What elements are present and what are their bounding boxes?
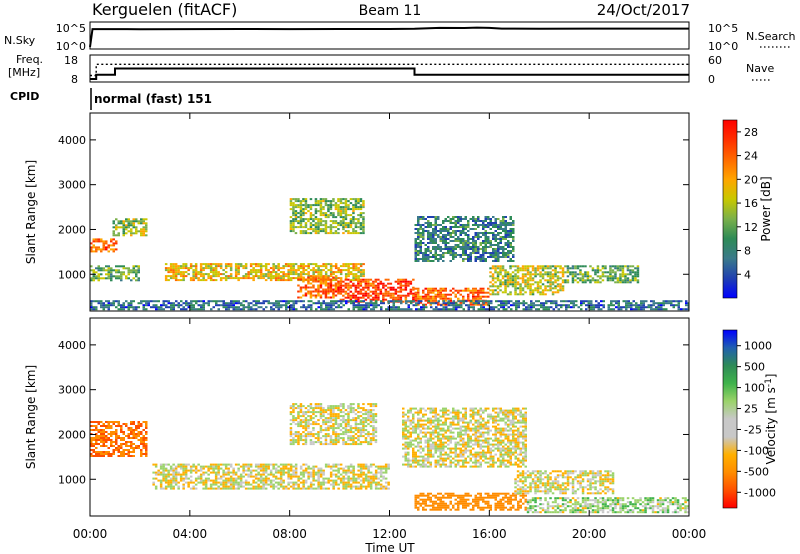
echo-region-b (112, 218, 148, 237)
freq-panel-frame (89, 54, 690, 83)
noise-left-tick-bottom: 10^0 (56, 40, 86, 53)
cpid-mode: normal (fast) 151 (94, 92, 212, 106)
power-colorbar-tick-label: 16 (744, 197, 758, 210)
y-tick-label: 1000 (58, 473, 86, 486)
velocity-colorbar-tick-label: 100 (744, 382, 765, 395)
y-tick-label: 3000 (58, 384, 86, 397)
echo-region-b (152, 463, 390, 490)
velocity-colorbar-tick-label: -25 (744, 423, 762, 436)
power-colorbar (722, 119, 738, 299)
x-tick-label: 00:00 (73, 527, 108, 541)
velocity-colorbar-tick-label: -100 (744, 444, 769, 457)
velocity-y-label: Slant Range [km] (24, 365, 38, 469)
x-tick-label: 00:00 (672, 527, 707, 541)
x-tick-label: 12:00 (372, 527, 407, 541)
echo-region-i (564, 265, 640, 284)
power-colorbar-tick-label: 20 (744, 173, 758, 186)
velocity-colorbar-label: Velocity [m s-1] (764, 374, 778, 465)
x-tick-label: 08:00 (272, 527, 307, 541)
freq-right-tick-top: 60 (708, 54, 722, 67)
x-tick-label: 20:00 (572, 527, 607, 541)
velocity-colorbar (722, 329, 738, 509)
echo-region-f (339, 278, 415, 303)
y-tick-label: 4000 (58, 134, 86, 147)
velocity-colorbar-tick-label: -1000 (744, 486, 776, 499)
echo-region-d (164, 263, 365, 282)
freq-left-tick-bottom: 8 (71, 73, 78, 86)
power-colorbar-label: Power [dB] (759, 176, 773, 241)
echo-region-c (289, 403, 378, 446)
noise-right-label: N.Search (746, 30, 796, 43)
freq-left-tick-top: 18 (64, 54, 78, 67)
x-axis: 00:00 04:00 08:00 12:00 16:00 20:00 00:00 (73, 113, 707, 541)
power-y-label: Slant Range [km] (24, 160, 38, 264)
x-tick-label: 04:00 (173, 527, 208, 541)
x-axis-label: Time UT (364, 541, 415, 554)
freq-right-tick-bottom: 0 (708, 73, 715, 86)
echo-region-h (489, 265, 565, 296)
x-tick-label: 16:00 (472, 527, 507, 541)
echo-region-e (297, 276, 340, 299)
beam-title: Beam 11 (359, 3, 422, 19)
echo-region-j (90, 300, 689, 311)
echo-region-k (289, 198, 365, 235)
power-colorbar-tick-label: 12 (744, 221, 758, 234)
noise-left-label: N.Sky (4, 34, 36, 47)
echo-region-e (414, 492, 527, 511)
y-tick-label: 2000 (58, 223, 86, 236)
noise-left-tick-top: 10^5 (56, 22, 86, 35)
power-data (90, 198, 689, 311)
noise-right-tick-bottom: 10^0 (708, 40, 738, 53)
cpid-label: CPID (10, 90, 39, 103)
station-title: Kerguelen (fitACF) (92, 0, 237, 19)
power-y-axis: 1000 2000 3000 4000 (58, 134, 689, 281)
freq-left-label-1: Freq. (16, 53, 43, 66)
freq-left-label-2: [MHz] (8, 66, 40, 79)
y-tick-label: 3000 (58, 179, 86, 192)
y-tick-label: 2000 (58, 428, 86, 441)
y-tick-label: 4000 (58, 339, 86, 352)
noise-right-tick-top: 10^5 (708, 22, 738, 35)
power-colorbar-tick-label: 4 (744, 268, 751, 281)
velocity-colorbar-tick-label: -500 (744, 465, 769, 478)
velocity-colorbar-ticks: 1000 500 100 25 -25 -100 -500 -1000 (737, 340, 776, 499)
power-colorbar-tick-label: 28 (744, 126, 758, 139)
freq-right-label: Nave (746, 62, 774, 75)
freq-line (90, 67, 689, 80)
velocity-data (90, 403, 689, 514)
noise-sky-line (89, 26, 689, 48)
echo-region-a (90, 421, 148, 457)
echo-region-g (514, 470, 615, 495)
y-tick-label: 1000 (58, 268, 86, 281)
echo-region-c (90, 265, 140, 282)
velocity-colorbar-tick-label: 1000 (744, 340, 772, 353)
echo-region-f (526, 497, 689, 514)
echo-region-a (90, 238, 118, 253)
noise-panel-frame (89, 21, 690, 50)
velocity-colorbar-tick-label: 25 (744, 403, 758, 416)
echo-region-d (402, 407, 527, 468)
velocity-y-axis: 1000 2000 3000 4000 (58, 339, 689, 486)
power-colorbar-tick-label: 24 (744, 150, 758, 163)
power-colorbar-ticks: 4 8 12 16 20 24 28 (737, 126, 758, 281)
velocity-colorbar-tick-label: 500 (744, 361, 765, 374)
date-title: 24/Oct/2017 (597, 1, 690, 19)
power-colorbar-tick-label: 8 (744, 245, 751, 258)
echo-region-l (414, 216, 515, 262)
